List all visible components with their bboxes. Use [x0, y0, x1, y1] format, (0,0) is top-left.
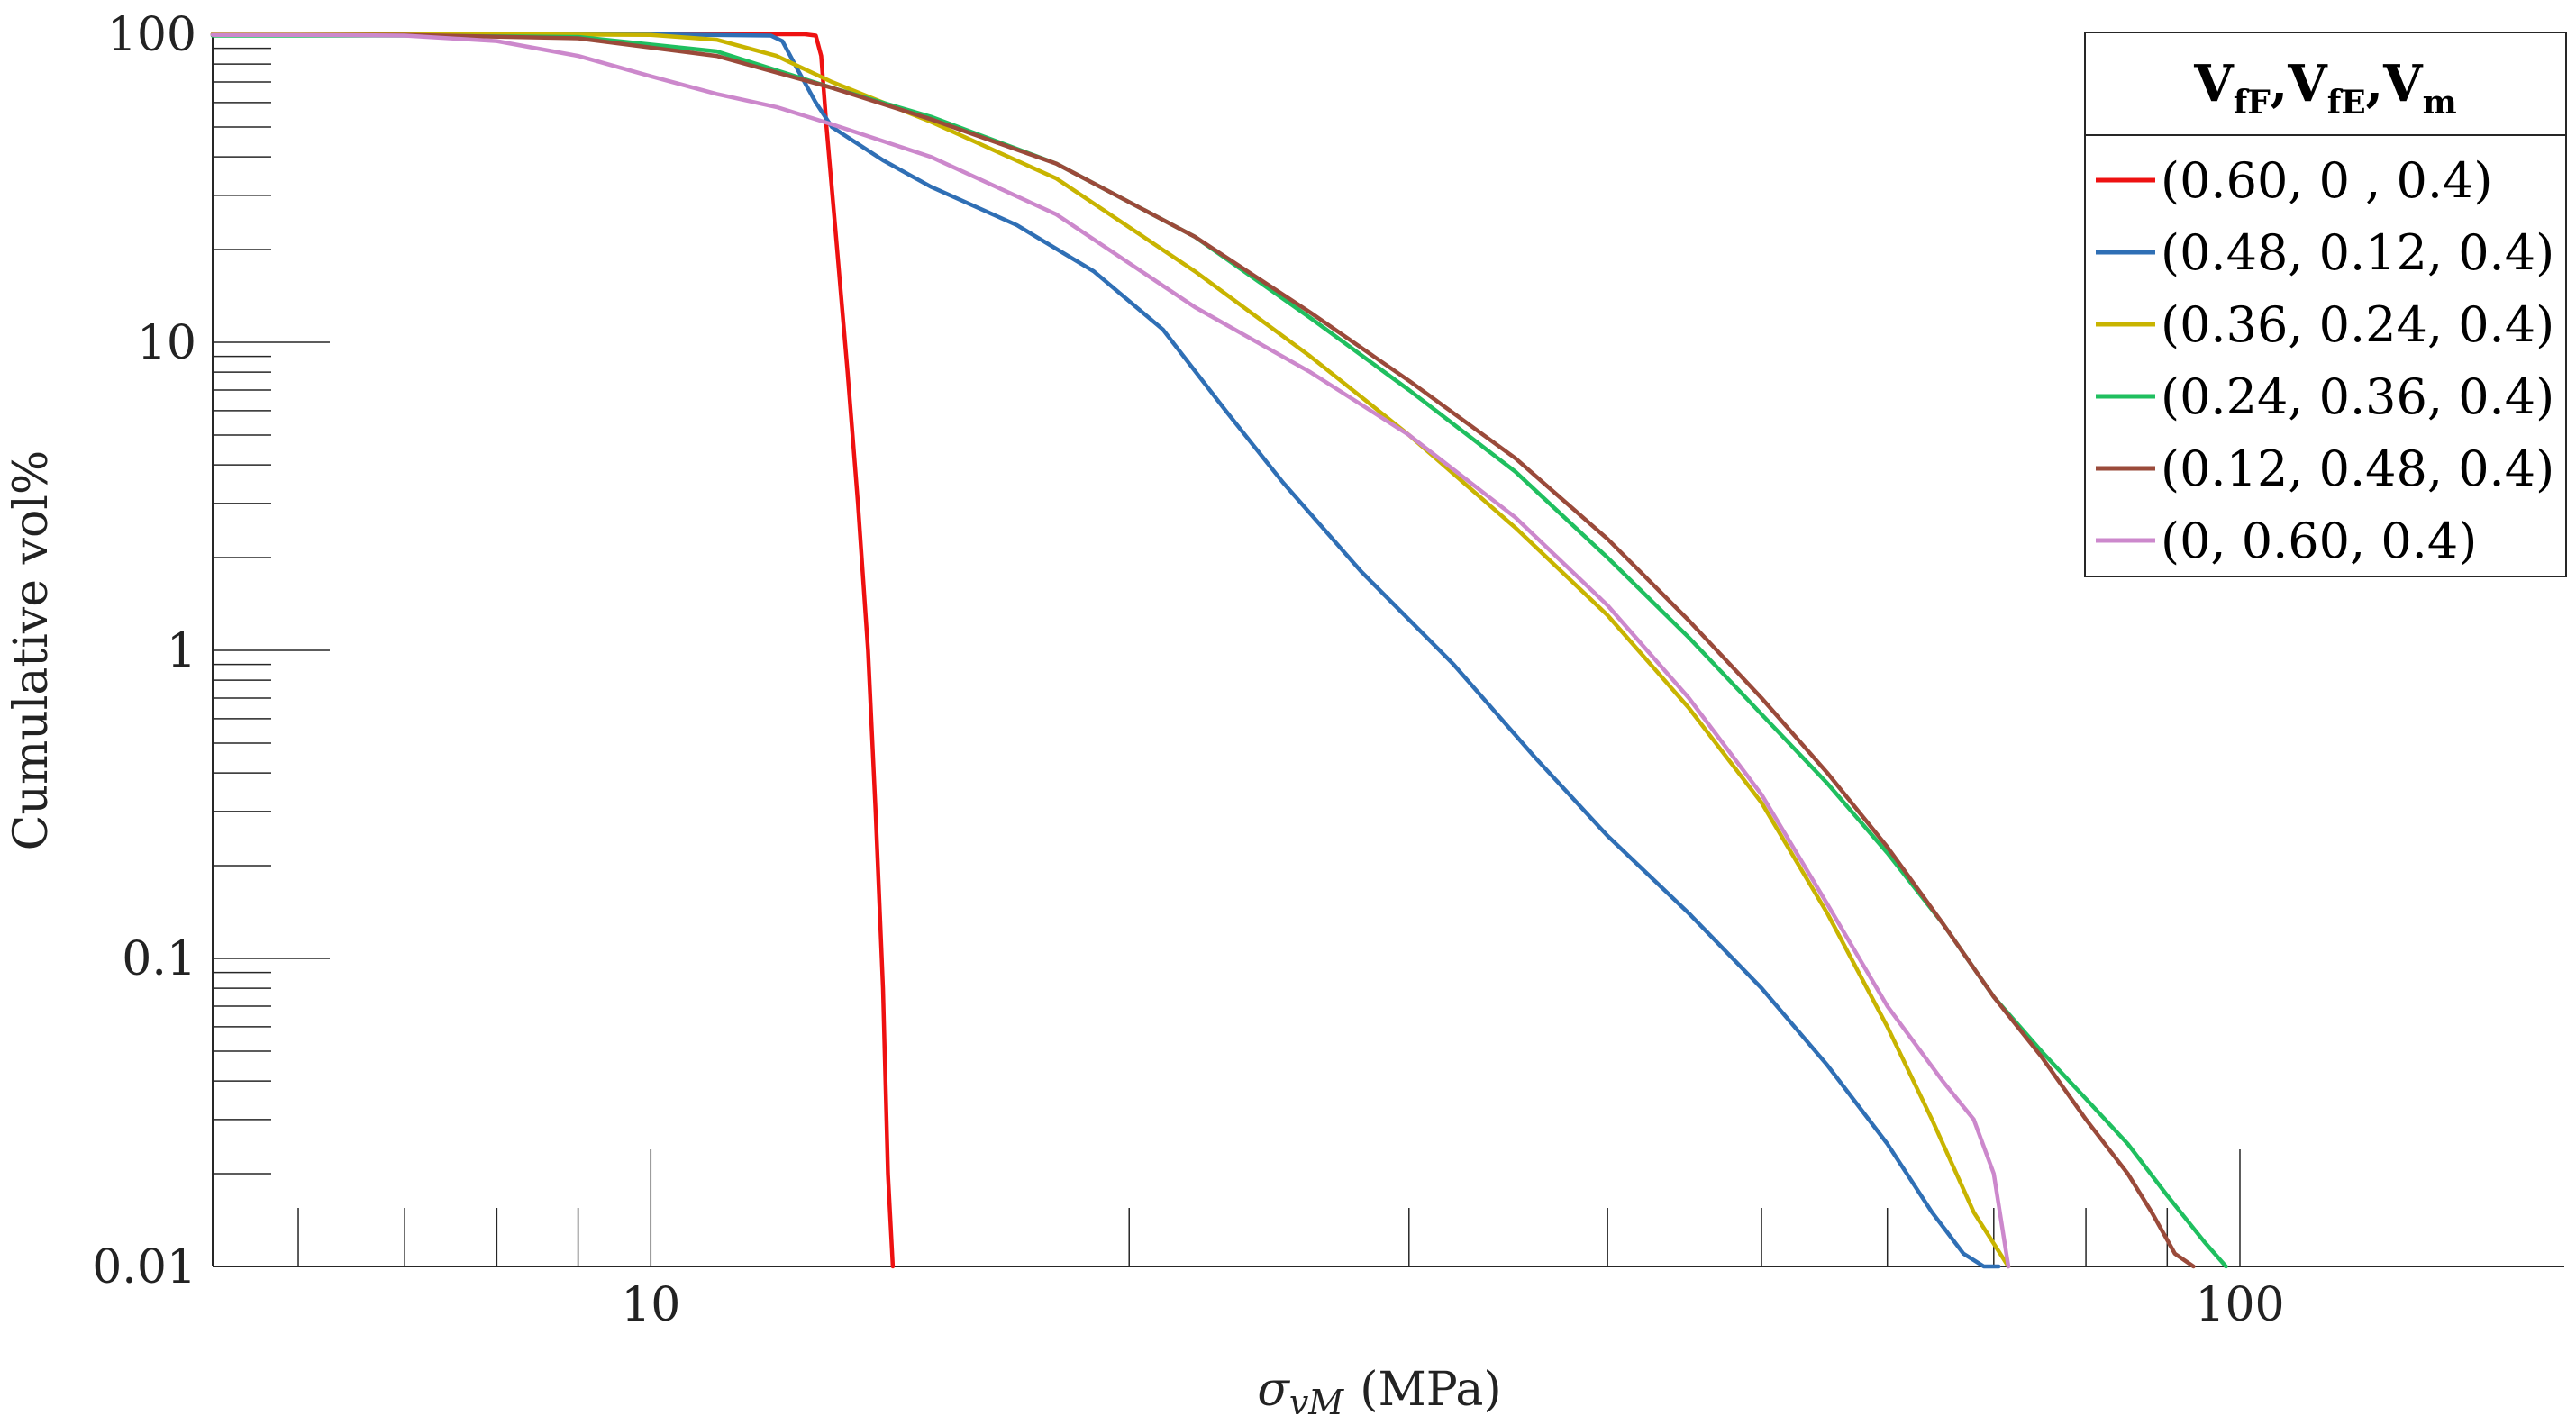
series-line-5	[210, 32, 2196, 1269]
series-line-1	[210, 32, 896, 1269]
series-line-3	[210, 32, 2011, 1269]
legend-title-part: V	[2193, 54, 2235, 113]
legend-label: (0.60, 0 , 0.4)	[2161, 152, 2492, 209]
series-lines	[210, 32, 2228, 1269]
legend-title-subscript: fF	[2234, 84, 2271, 122]
series-line-2	[210, 32, 2001, 1269]
legend-item: (0.48, 0.12, 0.4)	[2096, 224, 2554, 281]
legend-item: (0.12, 0.48, 0.4)	[2096, 440, 2554, 497]
y-tick-label: 0.01	[92, 1240, 196, 1294]
legend-label: (0.12, 0.48, 0.4)	[2161, 440, 2554, 497]
y-tick-labels: 100 10 1 0.1 0.01	[92, 8, 196, 1294]
legend-title-subscript: fE	[2327, 84, 2366, 122]
legend-item: (0, 0.60, 0.4)	[2096, 513, 2477, 569]
x-tick-labels: 10 100	[621, 1278, 2284, 1332]
x-axis-unit: (MPa)	[1360, 1363, 1501, 1417]
x-axis-symbol: σ	[1257, 1363, 1290, 1417]
legend-label: (0.36, 0.24, 0.4)	[2161, 296, 2554, 353]
legend-item: (0.60, 0 , 0.4)	[2096, 152, 2492, 209]
y-minor-ticks	[213, 33, 330, 1267]
legend-title-part: ,V	[2366, 54, 2424, 113]
x-axis-title: σvM (MPa)	[1257, 1363, 1501, 1422]
y-tick-label: 0.1	[122, 932, 196, 986]
legend-title-part: ,V	[2271, 54, 2328, 113]
y-tick-label: 100	[107, 8, 196, 62]
y-axis-title: Cumulative vol%	[5, 450, 59, 851]
legend-label: (0, 0.60, 0.4)	[2161, 513, 2477, 569]
legend-item: (0.36, 0.24, 0.4)	[2096, 296, 2554, 353]
series-line-4	[210, 33, 2228, 1269]
x-tick-label: 10	[621, 1278, 680, 1332]
legend: VfF,VfE,Vm (0.60, 0 , 0.4)(0.48, 0.12, 0…	[2084, 32, 2567, 577]
plot-area: 10 100 100 10 1 0.1 0.01	[92, 8, 2564, 1332]
legend-entries: (0.60, 0 , 0.4) (0.48, 0.12, 0.4) (0.36, 0…	[2096, 152, 2554, 569]
legend-label: (0.48, 0.12, 0.4)	[2161, 224, 2554, 281]
series-line-6	[210, 32, 2011, 1269]
legend-box	[2084, 32, 2567, 577]
x-minor-ticks	[297, 1149, 2241, 1266]
legend-item: (0.24, 0.36, 0.4)	[2096, 368, 2554, 425]
legend-title-subscript: m	[2423, 84, 2457, 122]
y-tick-label: 10	[137, 316, 196, 370]
y-tick-label: 1	[167, 624, 196, 678]
x-axis-subscript: vM	[1289, 1383, 1344, 1422]
legend-title: VfF,VfE,Vm	[2193, 54, 2456, 122]
legend-label: (0.24, 0.36, 0.4)	[2161, 368, 2554, 425]
x-tick-label: 100	[2195, 1278, 2284, 1332]
